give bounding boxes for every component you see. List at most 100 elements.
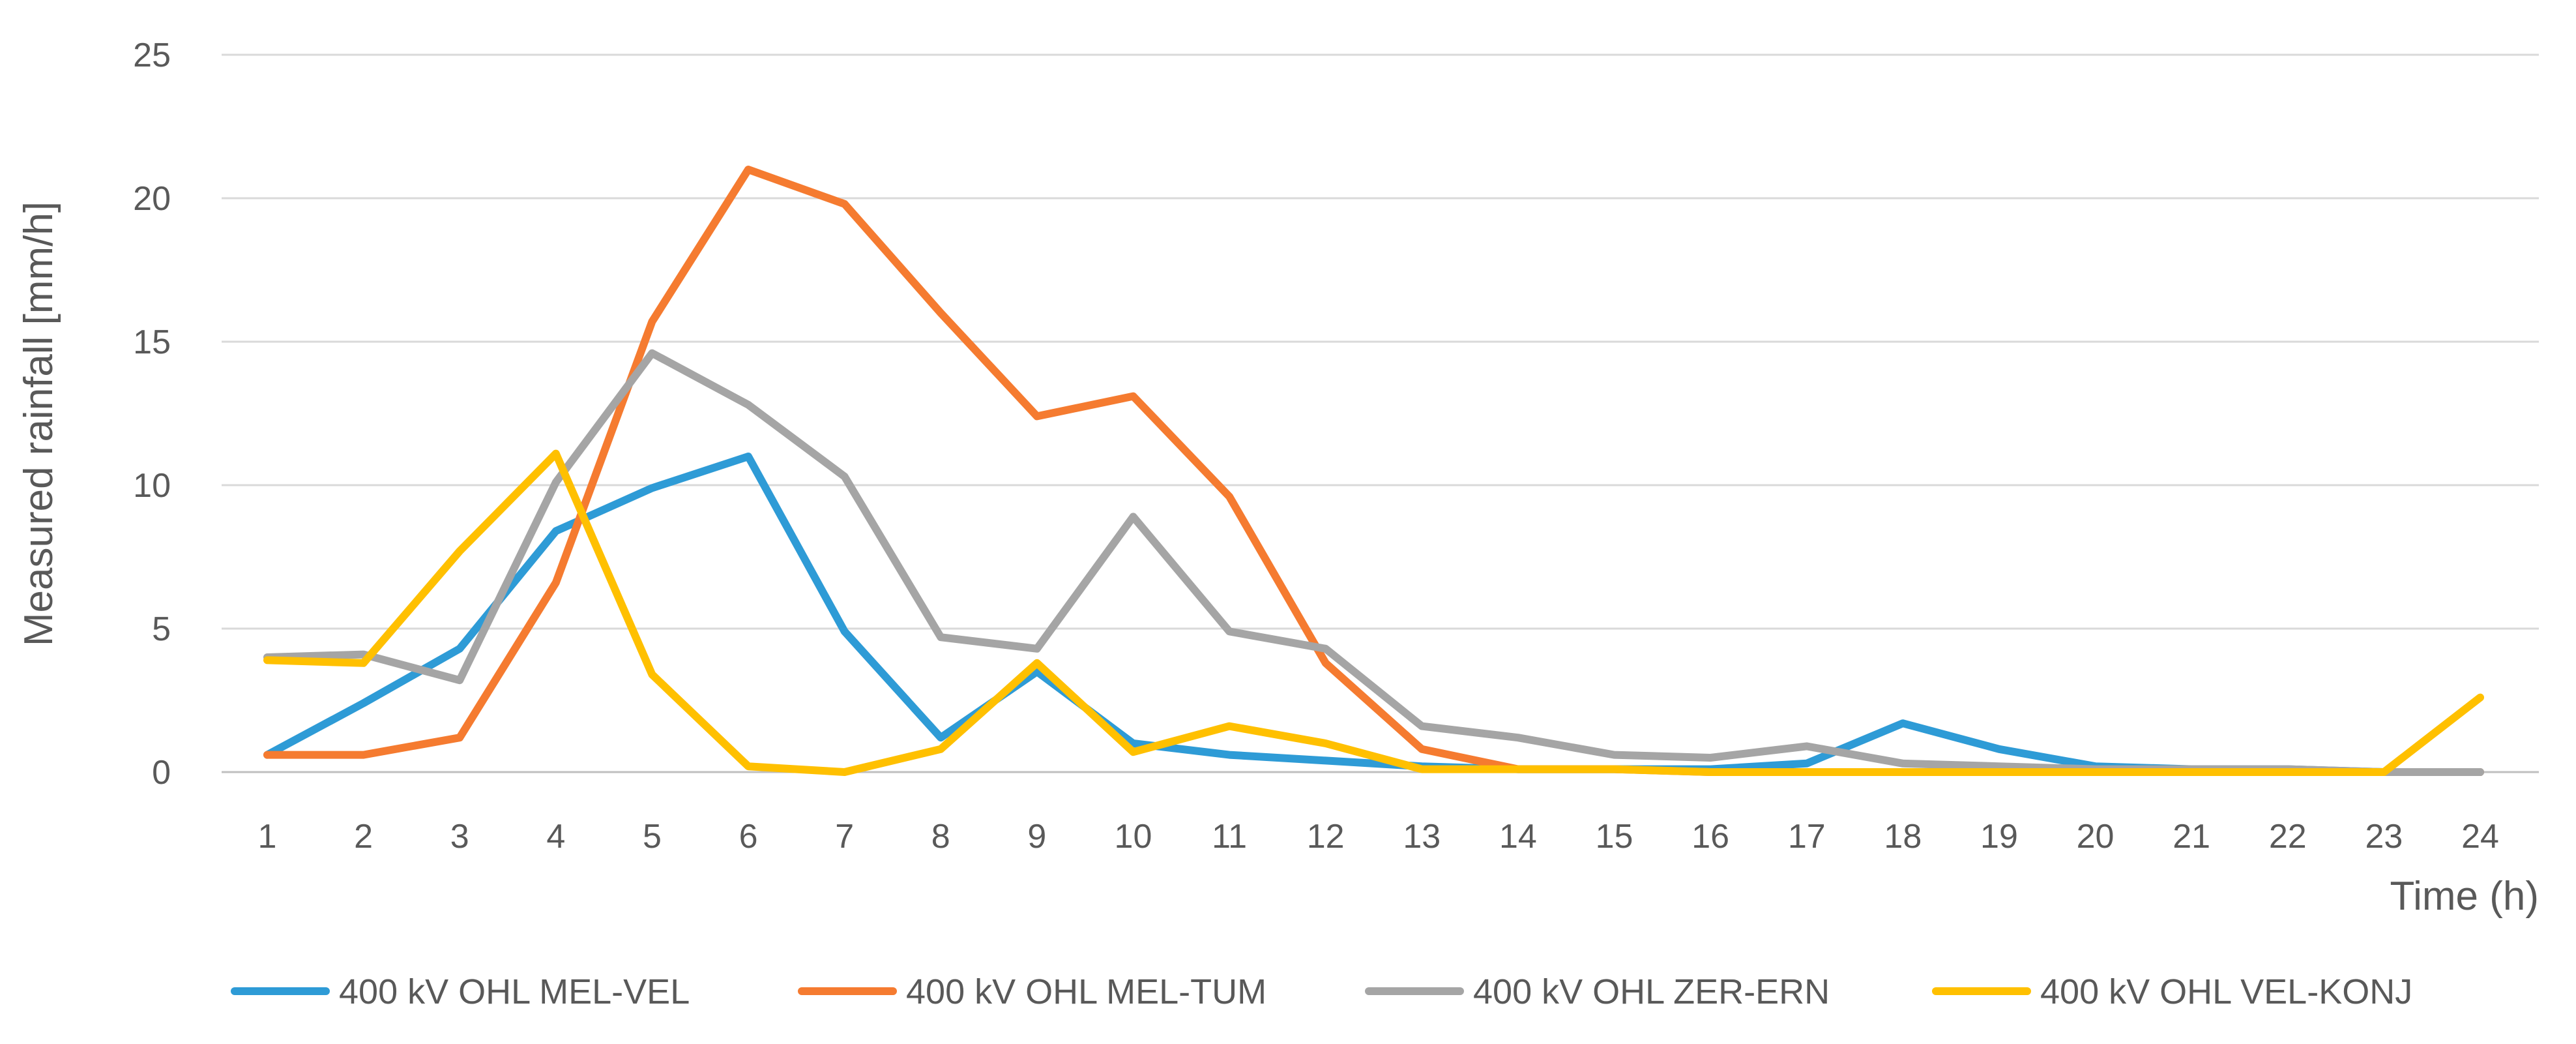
data-point xyxy=(458,648,461,650)
data-point xyxy=(1132,395,1134,398)
data-point xyxy=(651,352,653,355)
x-tick-label: 23 xyxy=(2365,818,2403,856)
x-tick-label: 6 xyxy=(739,818,758,856)
data-point xyxy=(747,765,750,768)
data-point xyxy=(1228,754,1231,756)
data-point xyxy=(1036,662,1038,664)
data-point xyxy=(458,679,461,681)
x-tick-label: 17 xyxy=(1788,818,1826,856)
data-point xyxy=(1613,754,1616,756)
y-axis-title: Measured rainfall [mm/h] xyxy=(16,201,61,646)
data-point xyxy=(1709,771,1712,773)
data-point xyxy=(1420,768,1423,771)
x-tick-label: 18 xyxy=(1884,818,1922,856)
data-point xyxy=(1613,768,1616,771)
data-point xyxy=(1036,415,1038,417)
legend-label: 400 kV OHL MEL-TUM xyxy=(906,972,1266,1011)
data-point xyxy=(1228,725,1231,728)
data-point xyxy=(939,636,942,638)
data-point xyxy=(1132,742,1134,745)
data-point xyxy=(1806,745,1808,747)
data-point xyxy=(362,653,365,656)
series-4 xyxy=(263,449,2484,776)
data-point xyxy=(1420,725,1423,728)
y-tick-label: 20 xyxy=(133,180,171,218)
series-1 xyxy=(263,453,2484,776)
data-point xyxy=(2382,771,2385,773)
x-tick-label: 8 xyxy=(931,818,950,856)
y-tick-label: 10 xyxy=(133,467,171,505)
data-point xyxy=(555,453,557,455)
y-tick-label: 25 xyxy=(133,37,171,74)
x-axis-ticks: 1 2 3 4 5 6 7 8 9 10 11 12 13 14 15 16 17 18 19 20 21 22 23 24 xyxy=(258,818,2499,856)
legend-item: 400 kV OHL ZER-ERN xyxy=(1365,972,1830,1011)
data-point xyxy=(1132,751,1134,753)
legend-item: 400 kV OHL VEL-KONJ xyxy=(1932,972,2412,1011)
data-point xyxy=(362,702,365,704)
data-point xyxy=(1228,630,1231,633)
data-point xyxy=(362,754,365,756)
x-tick-label: 9 xyxy=(1027,818,1046,856)
data-point xyxy=(1325,742,1327,745)
data-point xyxy=(1036,648,1038,650)
data-point xyxy=(843,203,846,205)
data-point xyxy=(651,486,653,489)
legend-label: 400 kV OHL ZER-ERN xyxy=(1473,972,1830,1011)
y-tick-label: 5 xyxy=(152,610,171,648)
legend-item: 400 kV OHL MEL-VEL xyxy=(231,972,690,1011)
data-point xyxy=(2479,771,2481,773)
data-point xyxy=(1806,762,1808,765)
data-point xyxy=(458,550,461,552)
series-lines xyxy=(263,166,2484,776)
series-line xyxy=(263,453,2484,776)
series-line xyxy=(263,449,2484,776)
x-tick-label: 16 xyxy=(1691,818,1729,856)
legend: 400 kV OHL MEL-VEL 400 kV OHL MEL-TUM 400 … xyxy=(231,972,2412,1011)
data-point xyxy=(1901,722,1904,724)
data-point xyxy=(458,736,461,739)
legend-label: 400 kV OHL MEL-VEL xyxy=(339,972,690,1011)
data-point xyxy=(651,320,653,323)
data-point xyxy=(1901,771,1904,773)
x-tick-label: 4 xyxy=(546,818,565,856)
data-point xyxy=(555,529,557,532)
legend-label: 400 kV OHL VEL-KONJ xyxy=(2040,972,2412,1011)
data-point xyxy=(2479,696,2481,699)
y-tick-label: 0 xyxy=(152,754,171,792)
data-point xyxy=(266,659,269,661)
data-point xyxy=(939,312,942,314)
data-point xyxy=(1517,736,1519,739)
data-point xyxy=(843,630,846,633)
x-tick-label: 15 xyxy=(1596,818,1633,856)
gridlines xyxy=(222,53,2539,773)
data-point xyxy=(843,475,846,478)
data-point xyxy=(747,168,750,171)
data-point xyxy=(651,673,653,676)
x-tick-label: 24 xyxy=(2461,818,2499,856)
x-tick-label: 7 xyxy=(835,818,854,856)
x-tick-label: 12 xyxy=(1307,818,1345,856)
series-line xyxy=(263,166,2484,776)
x-tick-label: 21 xyxy=(2173,818,2210,856)
data-point xyxy=(2094,771,2097,773)
data-point xyxy=(2190,771,2193,773)
x-tick-label: 2 xyxy=(354,818,373,856)
data-point xyxy=(1998,765,2000,768)
x-tick-label: 1 xyxy=(258,818,277,856)
x-tick-label: 14 xyxy=(1499,818,1537,856)
data-point xyxy=(939,736,942,739)
x-tick-label: 22 xyxy=(2269,818,2307,856)
data-point xyxy=(1325,662,1327,664)
x-tick-label: 20 xyxy=(2077,818,2115,856)
x-tick-label: 5 xyxy=(643,818,662,856)
data-point xyxy=(2287,771,2289,773)
data-point xyxy=(1998,748,2000,751)
x-tick-label: 3 xyxy=(450,818,469,856)
y-tick-label: 15 xyxy=(133,323,171,361)
data-point xyxy=(1132,515,1134,518)
data-point xyxy=(266,754,269,756)
data-point xyxy=(1325,648,1327,650)
x-tick-label: 13 xyxy=(1403,818,1441,856)
